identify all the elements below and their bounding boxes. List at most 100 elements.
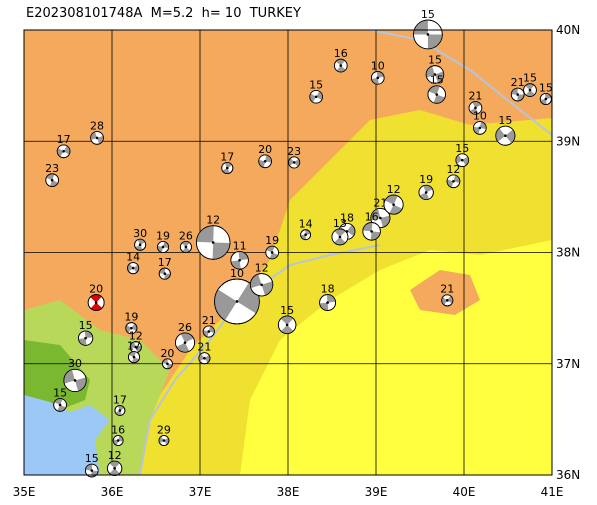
depth-label: 20 — [160, 347, 174, 360]
focal-mechanism — [127, 351, 140, 364]
beachball-center — [50, 178, 54, 182]
beachball-quadrant — [125, 325, 132, 333]
beachball-quadrant — [469, 107, 479, 115]
beachball-quadrant — [281, 324, 294, 334]
beachball-quadrant — [182, 246, 191, 253]
depth-label: 26 — [179, 229, 193, 242]
beachball-quadrant — [441, 297, 448, 305]
focal-mechanism — [418, 184, 434, 201]
beachball-quadrant — [346, 224, 355, 236]
beachball-quadrant — [90, 302, 103, 311]
focal-mechanism — [277, 315, 297, 335]
beachball-center — [138, 243, 142, 247]
beachball-outline — [107, 460, 123, 476]
depth-label: 15 — [85, 452, 99, 465]
depth-label: 21 — [468, 89, 482, 102]
beachball-quadrant — [208, 326, 215, 333]
depth-label: 21 — [440, 283, 454, 296]
beachball-quadrant — [335, 59, 345, 66]
focal-mechanism — [425, 65, 445, 84]
beachball-center — [260, 283, 263, 287]
beachball-center — [292, 161, 296, 164]
beachball-outline — [53, 398, 67, 412]
focal-mechanism — [455, 153, 470, 167]
beachball-outline — [114, 405, 126, 416]
beachball-outline — [221, 161, 234, 174]
depth-label: 18 — [340, 211, 354, 224]
lon-tick-label: 38E — [277, 485, 300, 499]
focal-mechanism — [473, 121, 487, 135]
beachball-quadrant — [389, 204, 403, 215]
beachball-quadrant — [370, 208, 381, 221]
focal-mechanism — [125, 322, 138, 335]
focal-mechanism — [129, 341, 142, 354]
beachball-quadrant — [90, 294, 102, 303]
beachball-quadrant — [133, 264, 139, 273]
focal-mechanism — [127, 262, 140, 275]
focal-mechanism — [158, 267, 171, 280]
focal-mechanism — [441, 294, 454, 307]
depth-label: 15 — [421, 8, 435, 21]
beachball-center — [211, 241, 215, 244]
beachball-quadrant — [316, 91, 323, 100]
beachball-quadrant — [472, 101, 482, 108]
depth-label: 19 — [156, 229, 170, 242]
beachball-quadrant — [163, 437, 169, 445]
focal-mechanism — [362, 222, 381, 241]
beachball-outline — [158, 267, 171, 280]
lon-tick-label: 41E — [541, 485, 564, 499]
beachball-quadrant — [300, 234, 307, 240]
beachball-quadrant — [196, 225, 214, 243]
focal-mechanism — [495, 125, 516, 146]
beachball-quadrant — [109, 468, 120, 476]
beachball-quadrant — [265, 155, 272, 163]
lat-tick-label: 37N — [556, 357, 580, 371]
beachball-center — [424, 191, 428, 194]
beachball-quadrant — [212, 242, 230, 260]
beachball-center — [314, 95, 318, 99]
depth-label: 15 — [79, 319, 93, 332]
depth-label: 20 — [258, 143, 272, 156]
depth-label: 19 — [265, 234, 279, 247]
beachball-center — [134, 345, 138, 349]
focal-mechanism — [45, 173, 59, 187]
depth-label: 17 — [57, 133, 71, 146]
beachball-quadrant — [157, 245, 164, 253]
focal-mechanism — [112, 435, 124, 446]
beachball-center — [203, 356, 206, 360]
beachball-center — [184, 245, 188, 249]
beachball-outline — [425, 65, 445, 84]
beachball-outline — [112, 435, 124, 446]
beachball-center — [478, 126, 482, 130]
focal-mechanism — [265, 245, 279, 260]
depth-label: 15 — [455, 142, 469, 155]
depth-label: 15 — [428, 54, 442, 67]
beachball-quadrant — [479, 121, 487, 130]
beachball-center — [94, 301, 98, 304]
depth-label: 17 — [220, 150, 234, 163]
depth-label: 29 — [157, 424, 171, 437]
depth-label: 30 — [68, 357, 82, 370]
beachball-outline — [468, 101, 483, 115]
beachball-center — [263, 159, 267, 163]
lon-tick-label: 35E — [13, 485, 36, 499]
beachball-outline — [202, 325, 215, 338]
depth-label: 10 — [230, 267, 244, 280]
focal-mechanism — [427, 85, 446, 104]
beachball-center — [270, 251, 274, 254]
focal-mechanism — [87, 294, 105, 311]
beachball-center — [460, 158, 464, 162]
beachball-outline — [319, 294, 337, 311]
focal-mechanism — [214, 278, 260, 325]
beachball-outline — [78, 330, 94, 346]
depth-label: 12 — [446, 163, 460, 176]
beachball-center — [183, 341, 187, 344]
beachball-outline — [277, 315, 297, 335]
beachball-quadrant — [334, 228, 346, 237]
beachball-center — [95, 136, 99, 140]
beachball-center — [544, 97, 548, 101]
beachball-center — [474, 106, 477, 110]
beachball-quadrant — [159, 268, 166, 274]
focal-mechanism — [230, 251, 249, 270]
beachball-outline — [158, 435, 170, 446]
